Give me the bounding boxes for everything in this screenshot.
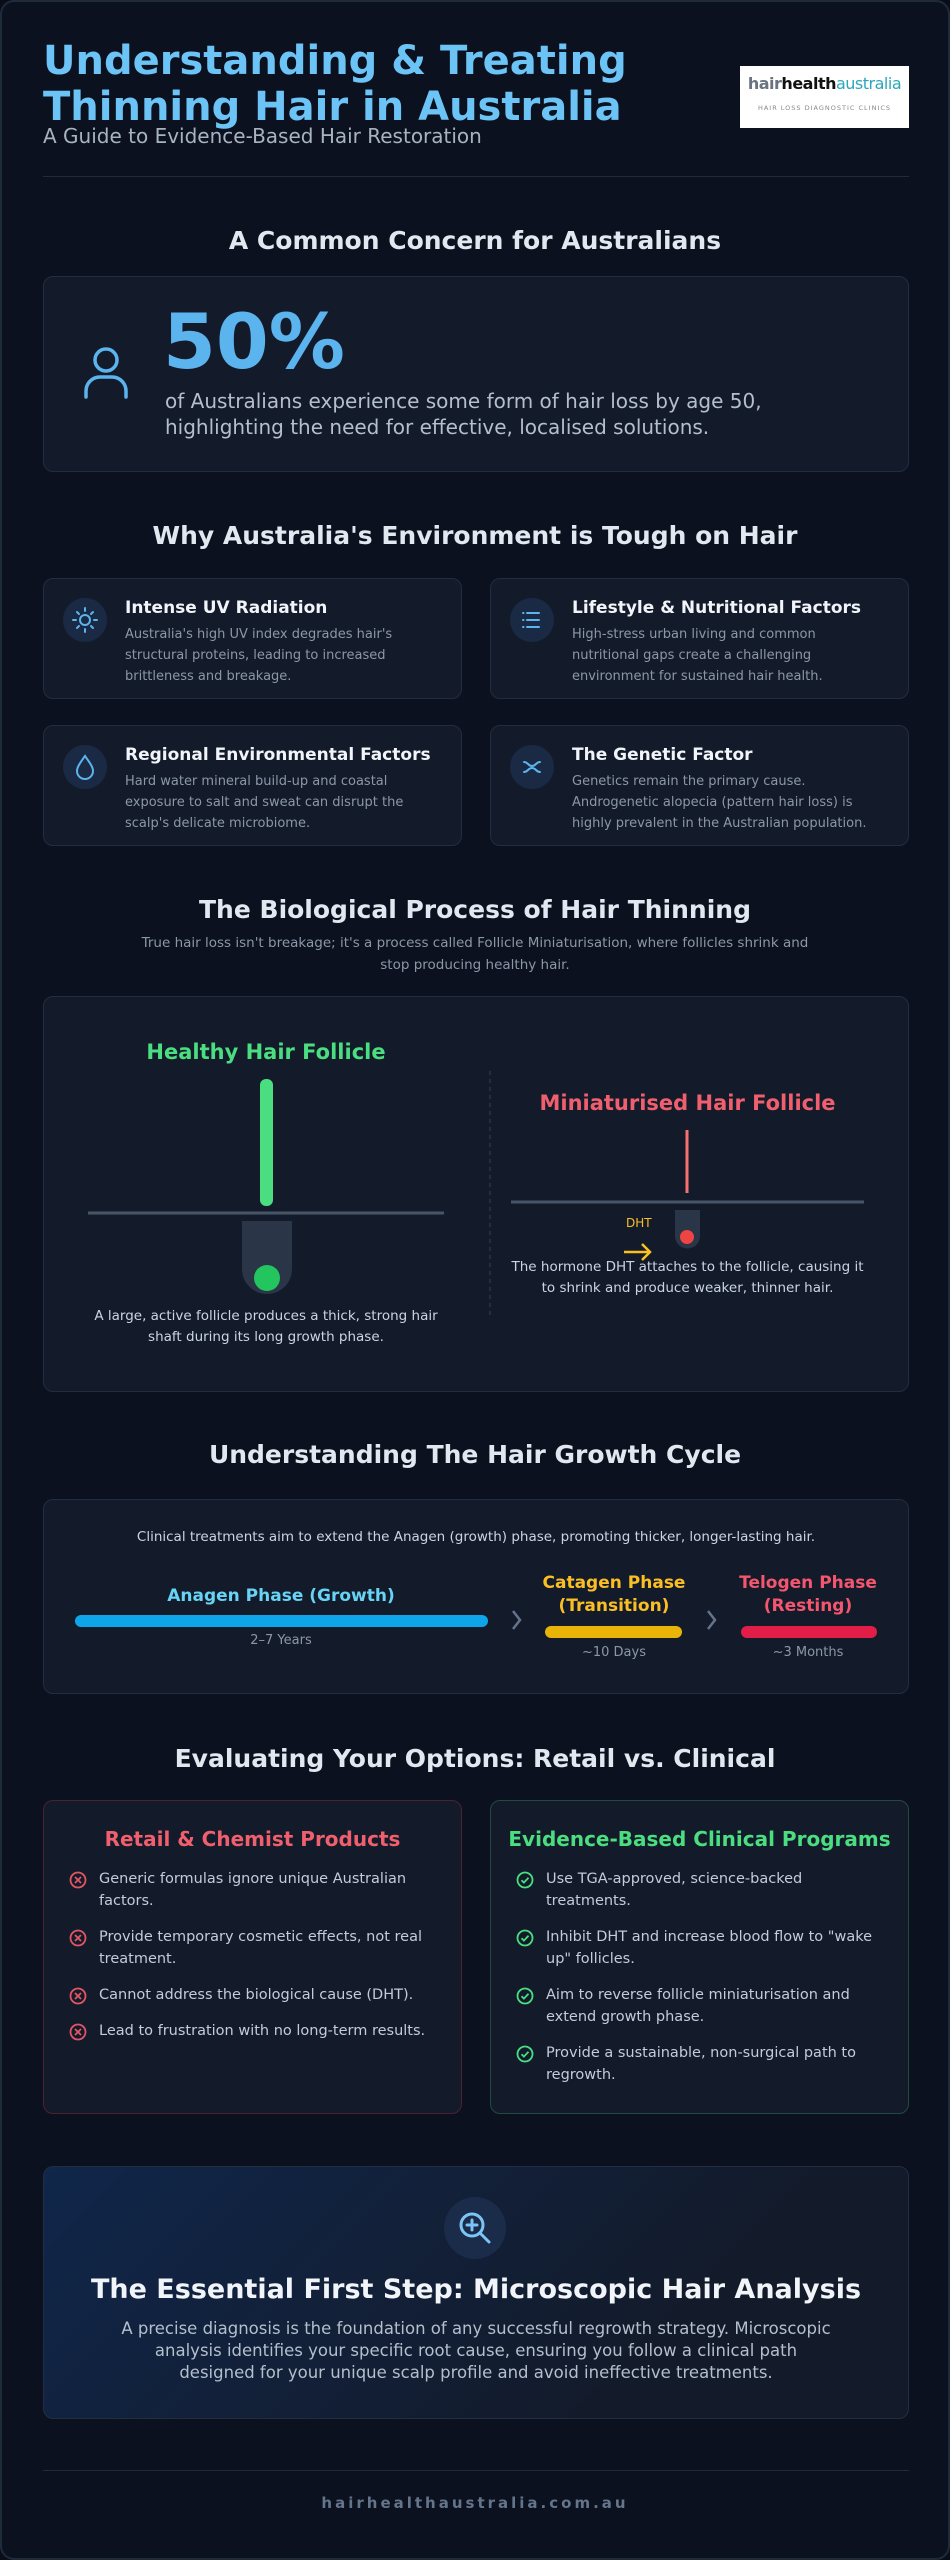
item-text: Provide a sustainable, non-surgical path…: [546, 2045, 856, 2083]
list-item: Inhibit DHT and increase blood flow to "…: [516, 1926, 886, 1970]
user-icon: [84, 347, 128, 399]
stat-value: 50%: [163, 297, 345, 386]
env-card: [490, 578, 909, 699]
cta-heading: The Essential First Step: Microscopic Ha…: [90, 2274, 862, 2305]
phase-name: Telogen Phase (Resting): [739, 1573, 877, 1616]
retail-list: Generic formulas ignore unique Australia…: [69, 1868, 439, 2042]
item-text: Lead to frustration with no long-term re…: [99, 2023, 426, 2039]
card-title: Intense UV Radiation: [125, 598, 328, 618]
list-item: Use TGA-approved, science-backed treatme…: [516, 1868, 886, 1912]
item-icon: [69, 1987, 87, 2005]
dht-label: DHT: [626, 1216, 652, 1230]
card-title: Lifestyle & Nutritional Factors: [572, 598, 862, 618]
phase-duration: 2–7 Years: [250, 1633, 312, 1648]
card-text: High-stress urban living and common nutr…: [572, 627, 823, 684]
card-text: Australia's high UV index degrades hair'…: [125, 627, 393, 684]
item-text: Use TGA-approved, science-backed treatme…: [546, 1871, 803, 1909]
env-card: [43, 578, 462, 699]
card-text: Genetics remain the primary cause. Andro…: [572, 774, 867, 831]
clinical-title: Evidence-Based Clinical Programs: [508, 1827, 891, 1851]
phase-name: Catagen Phase (Transition): [542, 1573, 686, 1616]
item-text: Provide temporary cosmetic effects, not …: [99, 1929, 422, 1967]
item-text: Aim to reverse follicle miniaturisation …: [546, 1987, 850, 2025]
title: Understanding & Treating Thinning Hair i…: [43, 38, 627, 130]
card-title: Regional Environmental Factors: [125, 745, 431, 765]
list-item: Lead to frustration with no long-term re…: [69, 2020, 439, 2042]
retail-title: Retail & Chemist Products: [104, 1827, 401, 1851]
item-text: Inhibit DHT and increase blood flow to "…: [546, 1929, 873, 1967]
healthy-follicle: [88, 1079, 444, 1294]
env-card: [43, 725, 462, 846]
item-icon: [516, 2045, 534, 2063]
section-heading: A Common Concern for Australians: [228, 226, 722, 255]
item-text: Generic formulas ignore unique Australia…: [99, 1871, 407, 1909]
footer-url: hairhealthaustralia.com.au: [321, 2494, 629, 2512]
env-card: [490, 725, 909, 846]
divider: [43, 176, 909, 177]
logo-part: health: [781, 74, 836, 93]
divider: [43, 2470, 909, 2471]
env-icons: [63, 598, 554, 789]
logo-part: australia: [835, 74, 902, 93]
search-icon: [444, 2197, 506, 2259]
miniaturised-follicle: [511, 1130, 864, 1261]
phase-duration: ~10 Days: [581, 1645, 646, 1660]
logo-box: [740, 66, 909, 128]
phase-duration: ~3 Months: [772, 1645, 844, 1660]
item-text: Cannot address the biological cause (DHT…: [99, 1987, 414, 2003]
list-item: Aim to reverse follicle miniaturisation …: [516, 1984, 886, 2028]
item-icon: [516, 1871, 534, 1889]
cycle-card: [43, 1499, 909, 1694]
cta-text: A precise diagnosis is the foundation of…: [121, 2319, 831, 2382]
card-title: The Genetic Factor: [572, 745, 753, 765]
item-icon: [516, 1929, 534, 1947]
list-item: Provide temporary cosmetic effects, not …: [69, 1926, 439, 1970]
list-item: Provide a sustainable, non-surgical path…: [516, 2042, 886, 2086]
clinical-list: Use TGA-approved, science-backed treatme…: [516, 1868, 886, 2086]
list-item: Cannot address the biological cause (DHT…: [69, 1984, 439, 2006]
section-heading: The Biological Process of Hair Thinning: [199, 895, 751, 924]
phase-name: Anagen Phase (Growth): [167, 1586, 395, 1606]
list-item: Generic formulas ignore unique Australia…: [69, 1868, 439, 1912]
follicle-title: Healthy Hair Follicle: [146, 1040, 386, 1064]
follicle-title: Miniaturised Hair Follicle: [539, 1091, 836, 1115]
stat-card: [43, 276, 909, 472]
logo-tagline: HAIR LOSS DIAGNOSTIC CLINICS: [757, 104, 892, 112]
intro: Clinical treatments aim to extend the An…: [136, 1529, 816, 1545]
stat-text: of Australians experience some form of h…: [165, 389, 762, 439]
clinical-card: [490, 1800, 909, 2114]
follicle-caption: A large, active follicle produces a thic…: [94, 1308, 438, 1345]
section-heading: Why Australia's Environment is Tough on …: [152, 521, 798, 550]
subtitle: A Guide to Evidence-Based Hair Restorati…: [43, 124, 482, 148]
section-heading: Evaluating Your Options: Retail vs. Clin…: [174, 1744, 776, 1773]
logo-part: hair: [747, 74, 782, 93]
retail-card: [43, 1800, 462, 2114]
logo: hairhealthaustralia: [740, 74, 909, 93]
section-heading: Understanding The Hair Growth Cycle: [208, 1440, 742, 1469]
card-text: Hard water mineral build-up and coastal …: [125, 774, 404, 831]
item-icon: [69, 1929, 87, 1947]
follicle-caption: The hormone DHT attaches to the follicle…: [511, 1259, 864, 1296]
cycle-bars: [75, 1610, 877, 1638]
item-icon: [516, 1987, 534, 2005]
biology-card: [43, 996, 909, 1392]
item-icon: [69, 2023, 87, 2041]
item-icon: [69, 1871, 87, 1889]
intro: True hair loss isn't breakage; it's a pr…: [141, 935, 809, 973]
